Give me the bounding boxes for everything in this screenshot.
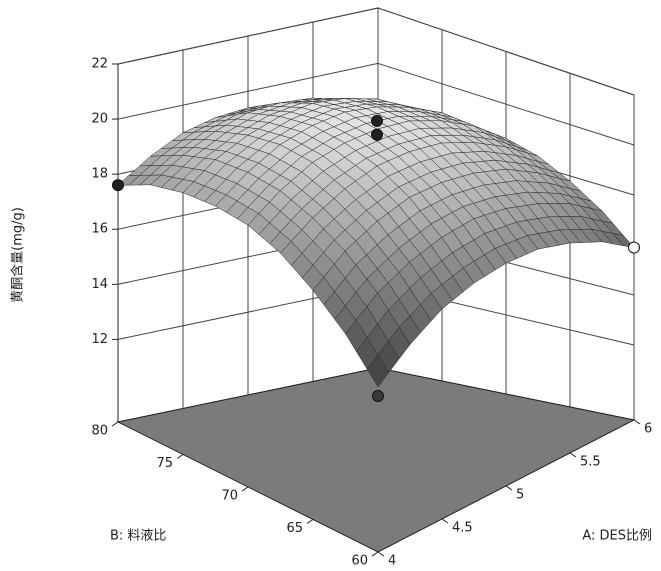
y-tick <box>112 422 118 426</box>
z-tick-label: 12 <box>91 332 108 347</box>
x-tick-label: 6 <box>644 422 652 437</box>
design-point <box>372 129 383 140</box>
design-point <box>373 391 384 402</box>
z-tick-label: 16 <box>91 222 108 237</box>
x-tick <box>570 453 576 457</box>
design-point <box>113 180 124 191</box>
y-tick-label: 75 <box>156 456 173 471</box>
y-tick <box>372 552 378 556</box>
z-tick-label: 18 <box>91 167 108 182</box>
design-point <box>372 115 383 126</box>
y-tick <box>177 455 183 459</box>
x-axis-title: A: DES比例 <box>582 529 652 544</box>
x-tick <box>442 519 448 523</box>
z-tick-label: 20 <box>91 112 108 127</box>
x-tick <box>634 420 640 424</box>
y-axis-title: B: 料液比 <box>110 529 166 544</box>
x-tick <box>506 486 512 490</box>
chart: 黄酮含量(mg/g) B: 料液比 A: DES比例 12 14 16 18 20 22 4… <box>0 0 661 567</box>
y-tick-label: 60 <box>351 554 368 568</box>
z-axis-title: 黄酮含量(mg/g) <box>10 207 26 303</box>
x-tick-label: 4.5 <box>452 521 473 536</box>
x-tick-label: 5 <box>516 488 524 503</box>
y-tick <box>307 520 313 524</box>
design-point <box>629 242 640 253</box>
y-tick <box>242 487 248 491</box>
x-tick-label: 5.5 <box>580 455 601 470</box>
y-tick-label: 65 <box>286 521 303 536</box>
y-tick-label: 80 <box>91 424 108 439</box>
z-tick-label: 22 <box>91 57 108 72</box>
x-tick-label: 4 <box>388 554 396 568</box>
z-tick-label: 14 <box>91 277 108 292</box>
x-tick <box>378 552 384 556</box>
y-tick-label: 70 <box>221 489 238 504</box>
